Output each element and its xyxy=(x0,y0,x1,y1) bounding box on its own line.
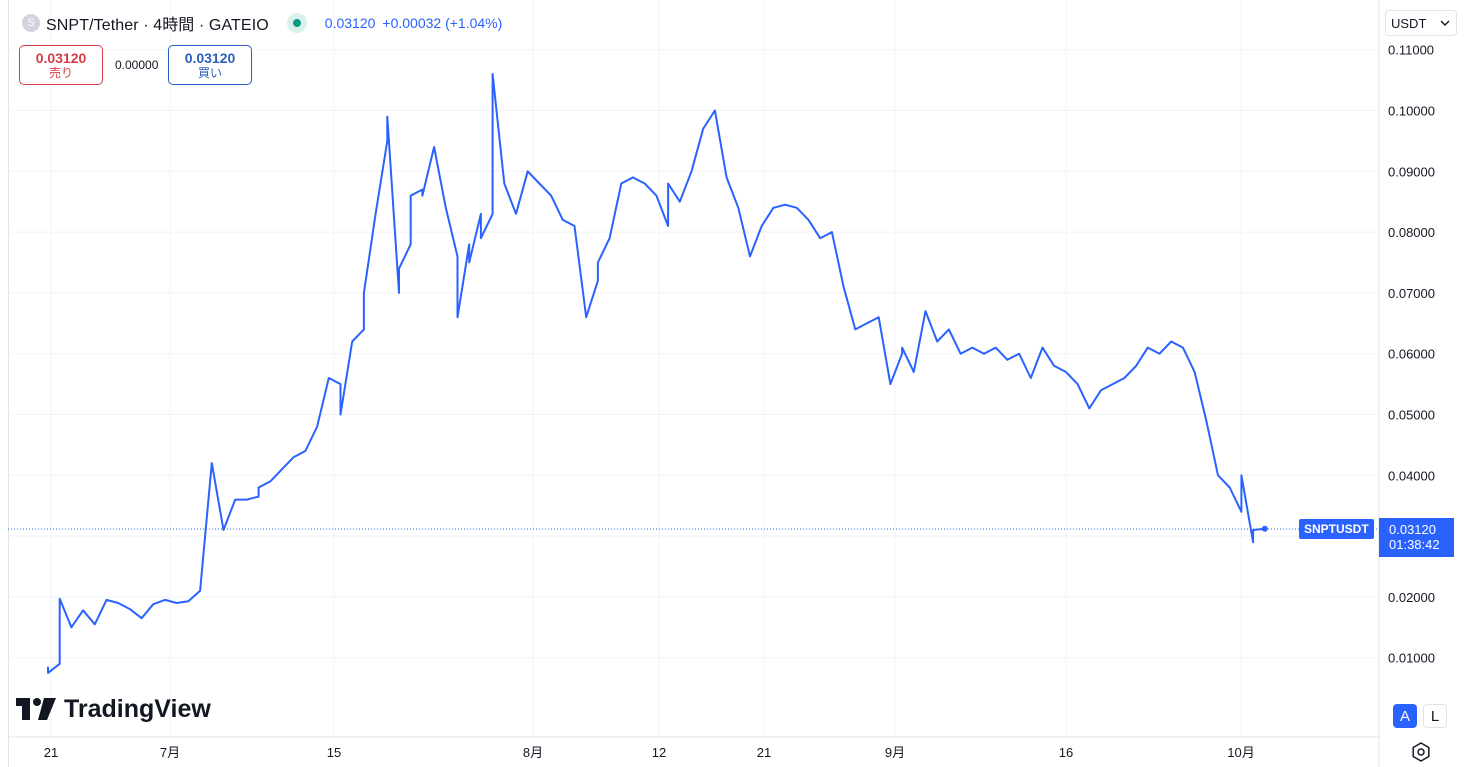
last-price-tag: 0.03120 01:38:42 xyxy=(1379,518,1454,557)
sell-button[interactable]: 0.03120 売り xyxy=(19,45,103,85)
last-point-marker xyxy=(1261,525,1268,532)
currency-select[interactable]: USDT xyxy=(1385,10,1457,36)
x-tick-label: 21 xyxy=(44,745,58,760)
y-tick-label: 0.04000 xyxy=(1388,468,1435,483)
watermark-text: TradingView xyxy=(64,694,211,723)
y-tick-label: 0.05000 xyxy=(1388,408,1435,423)
symbol-logo-icon: S xyxy=(22,14,40,32)
price-axis-labels: 0.11000 0.10000 0.09000 0.08000 0.07000 0.060… xyxy=(1388,43,1435,666)
y-tick-label: 0.11000 xyxy=(1388,43,1434,58)
spread-value: 0.00000 xyxy=(115,58,159,72)
sell-label: 売り xyxy=(48,66,73,80)
settings-icon[interactable] xyxy=(1411,742,1431,762)
buy-button[interactable]: 0.03120 買い xyxy=(168,45,252,85)
symbol-title[interactable]: SNPT/Tether · 4時間 · GATEIO xyxy=(46,17,269,34)
buy-label: 買い xyxy=(197,66,222,80)
time-axis-labels: 21 7月 15 8月 12 21 9月 16 10月 xyxy=(44,745,1255,760)
series-name-tag: SNPTUSDT xyxy=(1299,519,1374,539)
x-tick-label: 15 xyxy=(327,745,341,760)
log-scale-button[interactable]: L xyxy=(1423,704,1447,728)
chevron-down-icon xyxy=(1440,20,1450,26)
auto-scale-button[interactable]: A xyxy=(1393,704,1417,728)
tradingview-logo[interactable]: TradingView xyxy=(16,694,211,724)
x-tick-label: 16 xyxy=(1059,745,1073,760)
y-tick-label: 0.07000 xyxy=(1388,286,1435,301)
price-series-line xyxy=(47,73,1265,674)
y-tick-label: 0.01000 xyxy=(1388,651,1435,666)
y-tick-label: 0.08000 xyxy=(1388,225,1435,240)
symbol-header: S SNPT/Tether · 4時間 · GATEIO 0.03120 +0.… xyxy=(22,10,502,36)
x-tick-label: 7月 xyxy=(160,745,180,760)
bar-countdown: 01:38:42 xyxy=(1389,537,1440,552)
tradingview-logo-icon xyxy=(16,698,56,720)
chart-frame xyxy=(8,0,1467,767)
x-tick-label: 8月 xyxy=(523,745,543,760)
x-tick-label: 10月 xyxy=(1227,745,1254,760)
grid xyxy=(8,0,1379,737)
currency-value: USDT xyxy=(1391,15,1427,31)
market-status-icon[interactable] xyxy=(286,13,307,33)
buy-price: 0.03120 xyxy=(184,50,236,66)
x-tick-label: 12 xyxy=(652,745,666,760)
y-tick-label: 0.09000 xyxy=(1388,164,1435,179)
y-tick-label: 0.06000 xyxy=(1388,347,1435,362)
y-tick-label: 0.10000 xyxy=(1388,104,1435,119)
header-price: 0.03120 xyxy=(324,15,376,31)
sell-price: 0.03120 xyxy=(35,50,87,66)
header-change: +0.00032 (+1.04%) xyxy=(382,15,503,31)
x-tick-label: 21 xyxy=(757,745,771,760)
y-tick-label: 0.02000 xyxy=(1388,590,1435,605)
x-tick-label: 9月 xyxy=(885,745,905,760)
last-price-value: 0.03120 xyxy=(1389,522,1436,537)
